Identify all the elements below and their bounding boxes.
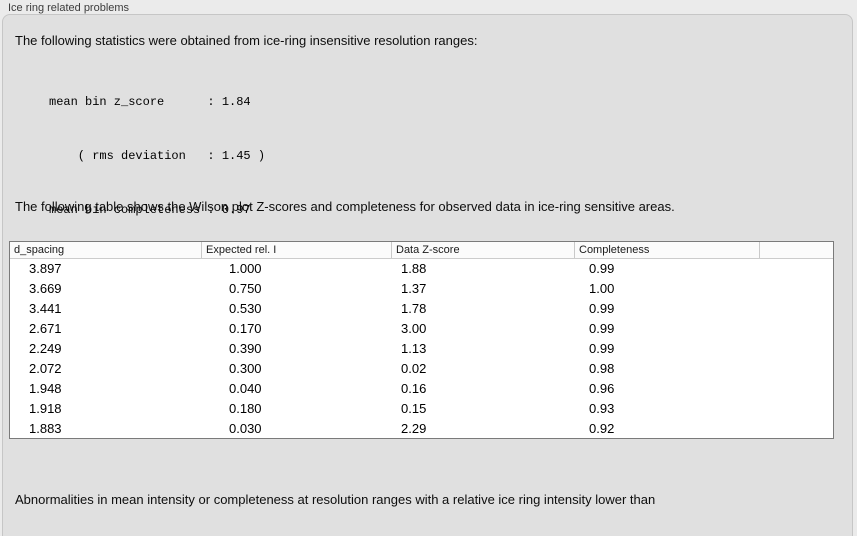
- cell-expected-rel-i: 0.750: [229, 281, 262, 296]
- cell-data-z-score: 1.13: [401, 341, 427, 356]
- cell-expected-rel-i: 0.170: [229, 321, 262, 336]
- cell-empty: [759, 359, 833, 379]
- col-header-expected-rel-i[interactable]: Expected rel. I: [201, 242, 391, 258]
- table-body: 3.897 1.000 1.88 0.99 3.669 0.750 1.37 1…: [10, 259, 833, 439]
- cell-expected-rel-i: 0.030: [229, 421, 262, 436]
- table-row[interactable]: 1.883 0.030 2.29 0.92: [10, 419, 833, 439]
- table-row[interactable]: 1.918 0.180 0.15 0.93: [10, 399, 833, 419]
- cell-completeness: 0.99: [589, 321, 615, 336]
- table-header-row: d_spacing Expected rel. I Data Z-score C…: [10, 242, 833, 259]
- section-title: Ice ring related problems: [8, 2, 130, 14]
- cell-empty: [759, 259, 833, 279]
- cell-completeness: 0.92: [589, 421, 615, 436]
- ignore-note-line: Abnormalities in mean intensity or compl…: [15, 492, 656, 507]
- cell-d-spacing: 1.918: [29, 401, 62, 416]
- cell-expected-rel-i: 0.040: [229, 381, 262, 396]
- cell-empty: [759, 339, 833, 359]
- cell-expected-rel-i: 0.300: [229, 361, 262, 376]
- cell-expected-rel-i: 0.530: [229, 301, 262, 316]
- cell-d-spacing: 3.441: [29, 301, 62, 316]
- cell-d-spacing: 1.883: [29, 421, 62, 436]
- cell-data-z-score: 1.88: [401, 261, 427, 276]
- stats-intro-text: The following statistics were obtained f…: [15, 33, 478, 48]
- table-row[interactable]: 1.948 0.040 0.16 0.96: [10, 379, 833, 399]
- cell-d-spacing: 1.948: [29, 381, 62, 396]
- table-row[interactable]: 2.671 0.170 3.00 0.99: [10, 319, 833, 339]
- conclusion-text: No ice ring related problems detected. I…: [15, 497, 653, 536]
- cell-data-z-score: 0.16: [401, 381, 427, 396]
- table-row[interactable]: 3.897 1.000 1.88 0.99: [10, 259, 833, 279]
- cell-data-z-score: 1.78: [401, 301, 427, 316]
- cell-d-spacing: 3.897: [29, 261, 62, 276]
- cell-empty: [759, 299, 833, 319]
- report-panel: The following statistics were obtained f…: [2, 14, 853, 536]
- cell-data-z-score: 3.00: [401, 321, 427, 336]
- stats-line: mean bin completeness : 0.97: [49, 203, 251, 217]
- cell-d-spacing: 3.669: [29, 281, 62, 296]
- cell-expected-rel-i: 0.180: [229, 401, 262, 416]
- cell-completeness: 0.96: [589, 381, 615, 396]
- stats-line: mean bin z_score : 1.84: [49, 95, 251, 109]
- cell-data-z-score: 0.02: [401, 361, 427, 376]
- ignore-note-text: Abnormalities in mean intensity or compl…: [15, 452, 655, 536]
- cell-completeness: 0.99: [589, 301, 615, 316]
- cell-empty: [759, 319, 833, 339]
- cell-completeness: 0.99: [589, 261, 615, 276]
- cell-empty: [759, 419, 833, 439]
- col-header-empty: [759, 242, 833, 258]
- cell-d-spacing: 2.671: [29, 321, 62, 336]
- cell-data-z-score: 0.15: [401, 401, 427, 416]
- col-header-d-spacing[interactable]: d_spacing: [14, 244, 65, 256]
- cell-completeness: 0.99: [589, 341, 615, 356]
- stats-line: ( rms deviation : 1.45 ): [49, 149, 266, 163]
- table-row[interactable]: 2.249 0.390 1.13 0.99: [10, 339, 833, 359]
- cell-d-spacing: 2.249: [29, 341, 62, 356]
- table-row[interactable]: 3.669 0.750 1.37 1.00: [10, 279, 833, 299]
- cell-expected-rel-i: 0.390: [229, 341, 262, 356]
- cell-empty: [759, 279, 833, 299]
- cell-d-spacing: 2.072: [29, 361, 62, 376]
- cell-completeness: 1.00: [589, 281, 615, 296]
- cell-completeness: 0.98: [589, 361, 615, 376]
- cell-data-z-score: 2.29: [401, 421, 427, 436]
- table-row[interactable]: 3.441 0.530 1.78 0.99: [10, 299, 833, 319]
- col-header-data-z-score[interactable]: Data Z-score: [391, 242, 574, 258]
- table-row[interactable]: 2.072 0.300 0.02 0.98: [10, 359, 833, 379]
- ice-ring-table: d_spacing Expected rel. I Data Z-score C…: [9, 241, 834, 439]
- cell-empty: [759, 379, 833, 399]
- col-header-completeness[interactable]: Completeness: [574, 242, 759, 258]
- cell-expected-rel-i: 1.000: [229, 261, 262, 276]
- cell-empty: [759, 399, 833, 419]
- table-intro-line: The following table shows the Wilson plo…: [15, 199, 675, 214]
- cell-data-z-score: 1.37: [401, 281, 427, 296]
- cell-completeness: 0.93: [589, 401, 615, 416]
